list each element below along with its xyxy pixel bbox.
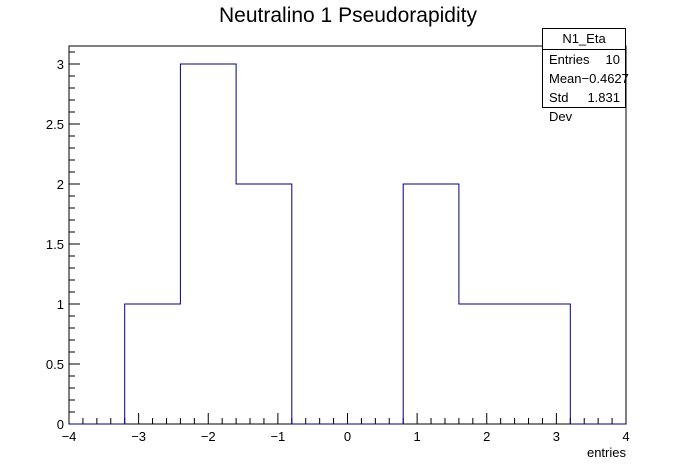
stats-box: N1_Eta Entries 10 Mean −0.4627 Std Dev 1… [542,28,629,124]
x-tick-label: 0 [344,429,351,444]
y-tick-label: 1 [57,297,64,312]
stats-mean-value: −0.4627 [581,71,629,86]
stats-entries-label: Entries [549,52,590,67]
stats-row-mean: Mean −0.4627 [543,69,629,88]
stats-mean-label: Mean [549,71,582,86]
y-axis-ticks: 0 0.5 1 1.5 2 2.5 3 [46,51,80,432]
x-tick-label: 1 [414,429,421,444]
stats-row-stddev: Std Dev 1.831 [543,88,625,124]
stats-stddev-label: Std Dev [549,90,573,124]
y-tick-label: 2.5 [46,117,64,132]
chart-title: Neutralino 1 Pseudorapidity [219,4,477,27]
x-tick-label: −4 [62,429,77,444]
stats-title: N1_Eta [543,29,625,50]
y-tick-label: 0 [57,417,64,432]
y-tick-label: 3 [57,57,64,72]
y-tick-label: 0.5 [46,357,64,372]
stats-entries-value: 10 [605,52,620,67]
stats-stddev-value: 1.831 [587,90,620,105]
y-tick-label: 2 [57,177,64,192]
x-axis-ticks: −4 −3 −2 −1 0 1 2 3 4 [62,413,630,444]
x-tick-label: −3 [131,429,146,444]
y-tick-label: 1.5 [46,237,64,252]
x-tick-label: 3 [553,429,560,444]
x-tick-label: 2 [483,429,490,444]
x-tick-label: 4 [622,429,629,444]
x-axis-title: entries [587,445,627,460]
x-tick-label: −2 [201,429,216,444]
histogram-line [69,63,626,425]
stats-row-entries: Entries 10 [543,50,625,69]
x-tick-label: −1 [270,429,285,444]
